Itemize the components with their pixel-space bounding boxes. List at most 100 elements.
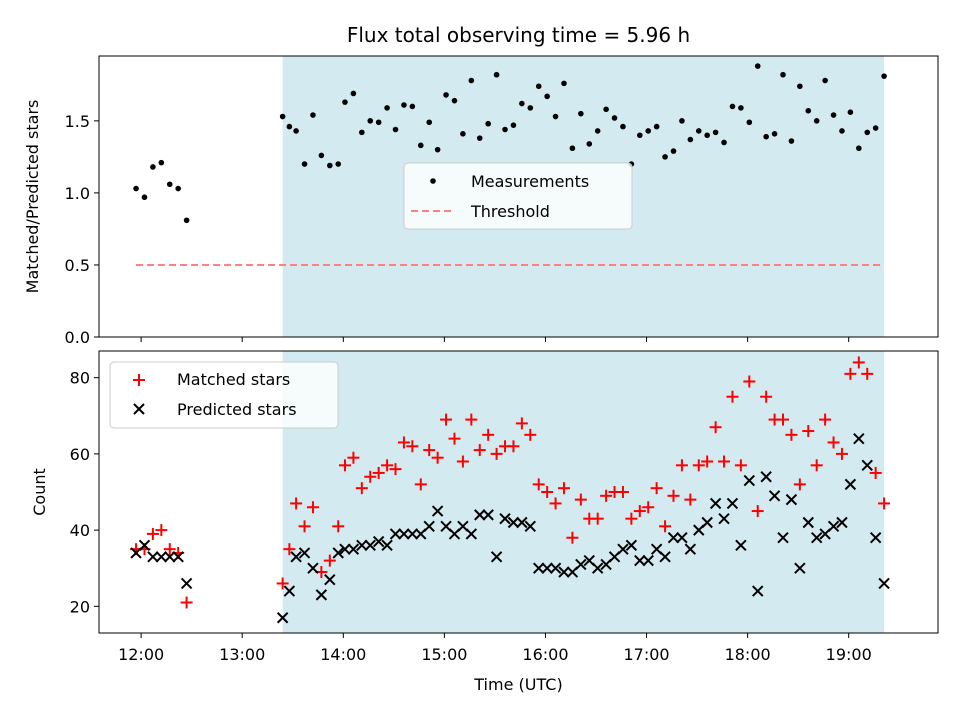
predicted-star-point — [802, 516, 814, 529]
measurement-point — [586, 141, 593, 147]
ratio-legend: Measurements Threshold — [403, 162, 633, 230]
predicted-star-point — [701, 516, 713, 529]
measurement-point — [695, 128, 702, 134]
predicted-star-point — [667, 532, 680, 544]
ratio-y-axis-label: Matched/Predicted stars — [23, 100, 42, 294]
measurement-point — [645, 128, 652, 134]
count-legend-box — [109, 361, 339, 429]
matched-star-point — [507, 440, 520, 453]
measurement-point — [687, 136, 694, 143]
matched-star-point — [785, 428, 798, 441]
predicted-star-point — [777, 532, 789, 544]
predicted-star-point — [853, 432, 865, 445]
matched-star-point — [389, 463, 402, 476]
predicted-star-point — [768, 490, 781, 502]
measurement-point — [856, 145, 862, 152]
matched-star-point — [718, 455, 731, 468]
predicted-star-point — [490, 551, 503, 563]
matched-star-point — [659, 520, 672, 533]
legend-measurements-marker — [430, 178, 436, 184]
matched-star-point — [810, 459, 823, 472]
count-y-axis-label: Count — [30, 468, 49, 516]
measurement-point — [133, 185, 139, 192]
legend-matched-marker — [133, 374, 145, 386]
x-tick-label: 15:00 — [421, 645, 467, 664]
count-y-tick-label: 20 — [70, 597, 90, 616]
predicted-star-point — [541, 562, 553, 574]
measurement-point — [409, 103, 416, 110]
measurement-point — [780, 71, 786, 78]
matched-star-point — [835, 447, 848, 460]
matched-star-point — [381, 459, 394, 472]
matched-star-point — [760, 390, 773, 403]
predicted-star-point — [869, 532, 882, 544]
count-y-tick-label: 40 — [70, 521, 90, 540]
matched-star-point — [549, 497, 562, 510]
count-axes-frame — [98, 350, 939, 634]
measurement-point — [318, 152, 325, 159]
measurement-point — [141, 194, 148, 201]
predicted-star-point — [276, 612, 289, 624]
matched-star-point — [532, 478, 545, 491]
predicted-star-point — [164, 551, 176, 563]
measurement-point — [342, 99, 348, 105]
predicted-star-point — [794, 562, 806, 574]
measurement-point — [872, 125, 879, 131]
x-axis-label: Time (UTC) — [473, 675, 562, 694]
matched-star-point — [283, 543, 296, 556]
measurement-point — [150, 164, 156, 170]
predicted-star-point — [324, 573, 336, 586]
matched-star-point — [306, 501, 319, 514]
predicted-star-point — [625, 539, 638, 552]
measurement-point — [746, 119, 753, 126]
predicted-star-point — [389, 528, 402, 540]
measurement-point — [510, 122, 517, 128]
ratio-panel: Flux total observing time = 5.96 h 0.00.… — [23, 23, 939, 347]
matched-star-point — [861, 367, 874, 380]
measurement-point — [763, 133, 769, 140]
measurement-point — [166, 181, 173, 188]
matched-star-point — [406, 440, 419, 453]
predicted-star-point — [575, 558, 587, 571]
predicted-star-point — [372, 535, 385, 548]
matched-star-point — [347, 451, 360, 464]
measurement-point — [771, 131, 778, 137]
x-tick-label: 18:00 — [725, 645, 771, 664]
matched-star-point — [574, 493, 587, 506]
matched-star-point — [338, 459, 351, 472]
predicted-star-point — [558, 566, 570, 578]
measurement-point — [847, 109, 854, 115]
matched-star-point — [616, 486, 629, 498]
measurement-point — [662, 154, 668, 160]
matched-star-point — [684, 493, 697, 506]
matched-star-point — [276, 577, 289, 590]
matched-star-point — [667, 489, 680, 502]
count-y-tick-label: 60 — [70, 445, 90, 464]
ratio-y-tick-label: 1.0 — [65, 184, 90, 203]
matched-star-point — [524, 428, 537, 441]
matched-star-point — [423, 444, 436, 457]
matched-star-point — [448, 432, 461, 445]
matched-star-point — [709, 421, 722, 434]
predicted-star-point — [726, 497, 739, 510]
matched-star-point — [155, 524, 168, 537]
measurement-point — [721, 139, 727, 146]
measurement-point — [620, 123, 626, 130]
predicted-star-point — [474, 509, 486, 521]
matched-star-point — [743, 375, 756, 388]
x-tick-label: 17:00 — [623, 645, 669, 664]
matched-star-point — [163, 543, 176, 556]
predicted-star-point — [752, 585, 764, 597]
measurement-point — [544, 93, 550, 100]
measurement-point — [451, 97, 458, 104]
predicted-star-point — [844, 478, 857, 491]
measurement-point — [293, 128, 299, 134]
predicted-star-point — [617, 543, 629, 555]
measurement-point — [788, 138, 795, 144]
measurement-point — [754, 63, 761, 69]
ratio-y-tick-label: 0.0 — [65, 328, 90, 347]
matched-star-point — [650, 482, 663, 495]
measurement-point — [426, 119, 433, 126]
predicted-star-point — [364, 539, 376, 552]
x-tick-label: 16:00 — [522, 645, 568, 664]
